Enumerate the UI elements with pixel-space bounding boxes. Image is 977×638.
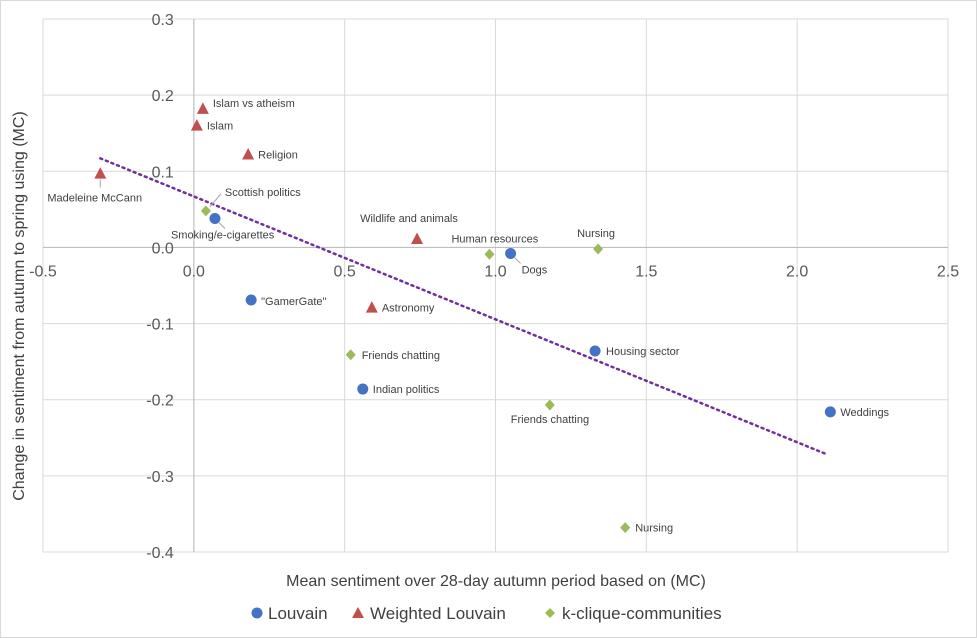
x-tick-label: 2.0	[786, 263, 808, 280]
triangle-point	[365, 301, 378, 313]
legend-louvain-marker	[251, 607, 263, 619]
circle-point	[357, 383, 369, 395]
x-tick-label: -0.5	[29, 263, 57, 280]
trendline	[99, 157, 829, 456]
y-tick-label: 0.0	[152, 240, 174, 257]
trendline-layer	[99, 157, 829, 456]
label-leader-line	[514, 257, 521, 264]
label-leader-line	[218, 222, 226, 229]
zero-axes	[43, 19, 948, 552]
point-label: Islam	[207, 121, 233, 133]
legend-kclique-marker	[545, 608, 555, 618]
point-label: Housing sector	[606, 346, 680, 358]
y-tick-label: -0.1	[146, 317, 174, 334]
y-tick-label: -0.3	[146, 469, 174, 486]
point-label: Friends chatting	[511, 414, 589, 426]
point-label: Islam vs atheism	[213, 98, 295, 110]
x-tick-label: 1.5	[635, 263, 657, 280]
x-tick-label: 0.0	[183, 263, 205, 280]
x-tick-label: 0.5	[334, 263, 356, 280]
legend-louvain-label: Louvain	[268, 604, 328, 623]
point-label: Weddings	[840, 407, 889, 419]
circle-point	[589, 345, 601, 357]
point-label: "GamerGate"	[261, 296, 326, 308]
triangle-point	[242, 148, 255, 160]
circle-point	[209, 212, 221, 224]
diamond-point	[593, 243, 604, 255]
x-tick-label: 1.0	[484, 263, 506, 280]
y-tick-label: -0.2	[146, 393, 174, 410]
point-label: Astronomy	[382, 303, 435, 315]
legend-weighted-louvain-marker	[352, 607, 364, 618]
point-label: Madeleine McCann	[47, 193, 142, 205]
point-labels-layer: Smoking/e-cigarettes "GamerGate" Indian po…	[47, 98, 889, 535]
point-label: Wildlife and animals	[360, 213, 458, 225]
diamond-point	[200, 205, 211, 217]
legend-weighted-louvain-label: Weighted Louvain	[370, 604, 506, 623]
triangle-point	[190, 119, 203, 131]
y-axis-title: Change in sentiment from autumn to sprin…	[11, 111, 28, 501]
point-label: Religion	[258, 150, 298, 162]
tick-labels-layer: -0.5 0.0 0.5 1.0 1.5 2.0 2.5 0.3 0.2 0.1 0.0 -0.1 -0…	[29, 12, 959, 562]
triangle-point	[196, 102, 209, 114]
point-label: Indian politics	[373, 384, 440, 396]
points-layer	[94, 102, 836, 534]
point-label: Friends chatting	[362, 350, 440, 362]
circle-point	[824, 406, 836, 418]
point-label: Human resources	[451, 233, 538, 245]
diamond-point	[620, 522, 631, 534]
x-axis-title: Mean sentiment over 28-day autumn period…	[286, 573, 706, 590]
legend-kclique-label: k-clique-communities	[562, 604, 722, 623]
point-label: Smoking/e-cigarettes	[171, 229, 275, 241]
y-tick-label: 0.1	[152, 164, 174, 181]
diamond-point	[484, 248, 495, 260]
x-tick-label: 2.5	[937, 263, 959, 280]
gridlines	[42, 18, 949, 553]
legend: Louvain Weighted Louvain k-clique-commun…	[251, 604, 722, 623]
point-label: Nursing	[577, 228, 615, 240]
diamond-point	[345, 349, 356, 361]
triangle-point	[411, 232, 424, 245]
y-tick-label: 0.3	[152, 12, 174, 29]
y-tick-label: 0.2	[152, 88, 174, 105]
point-label: Nursing	[635, 523, 673, 535]
circle-point	[245, 294, 257, 306]
point-label: Dogs	[522, 265, 548, 277]
diamond-point	[544, 399, 555, 411]
circle-point	[505, 248, 517, 260]
y-tick-label: -0.4	[146, 545, 174, 562]
point-label: Scottish politics	[225, 187, 301, 199]
triangle-point	[94, 167, 107, 179]
label-leader-line	[209, 193, 222, 208]
